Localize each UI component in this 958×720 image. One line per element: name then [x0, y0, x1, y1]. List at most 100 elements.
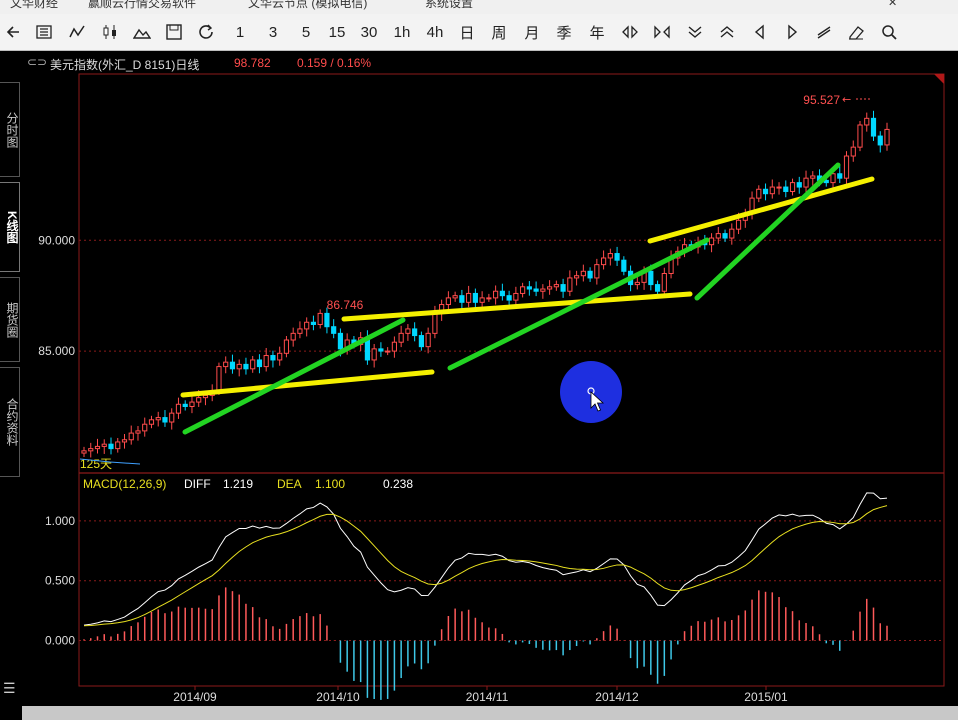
trendline-green [694, 162, 841, 301]
period-1h-label: 1h [393, 23, 411, 41]
candle [189, 401, 195, 408]
close-icon[interactable]: ✕ [888, 0, 898, 9]
candle [621, 259, 627, 272]
period-1h[interactable]: 1h [391, 19, 413, 45]
bar-chart-button[interactable] [131, 19, 153, 45]
candle [94, 445, 101, 450]
xtick-label: 2014/11 [466, 690, 509, 704]
menu-item-2[interactable]: 文华云节点 (模拟电信) [248, 0, 368, 10]
sidebar: 分时图 K线图期货圈合约资料 ☰ [0, 52, 22, 720]
candle [506, 295, 512, 301]
sidebar-tab-3[interactable]: 合约资料 [0, 367, 20, 477]
sidebar-tab-0[interactable]: 分时图 [0, 82, 20, 177]
candle [405, 328, 411, 334]
sidebar-menu-icon[interactable]: ☰ [3, 680, 16, 696]
menu-item-0[interactable]: 文华财经 [10, 0, 59, 10]
candle [843, 155, 850, 179]
menu-item-3[interactable]: 系统设置 [425, 0, 474, 10]
candle [115, 441, 121, 450]
save-button[interactable] [163, 19, 185, 45]
corner-marker [934, 74, 944, 84]
candle [297, 328, 303, 334]
candle [810, 175, 816, 179]
symbol-title[interactable]: 美元指数(外汇_D 8151)日线 [50, 58, 200, 72]
period-5m[interactable]: 5 [295, 19, 317, 45]
candle [884, 128, 890, 146]
macd-ytick-label: 0.500 [45, 574, 75, 588]
diff-value: 1.219 [223, 477, 253, 491]
period-1m[interactable]: 1 [229, 19, 251, 45]
candle [202, 394, 209, 399]
macd-ytick-label: 1.000 [45, 514, 75, 528]
eraser-button[interactable] [845, 19, 867, 45]
period-30m[interactable]: 30 [358, 19, 380, 45]
back-button[interactable] [3, 19, 25, 45]
period-year[interactable]: 年 [586, 19, 608, 45]
macd-ytick-label: 0.000 [45, 634, 75, 648]
candle [614, 253, 620, 261]
quote-info-bar: ⊂⊃ 美元指数(外汇_D 8151)日线 98.782 0.159 / 0.16… [22, 52, 947, 72]
candle [81, 450, 87, 454]
period-month[interactable]: 月 [521, 19, 543, 45]
period-3m[interactable]: 3 [262, 19, 284, 45]
pan-right-button[interactable] [781, 19, 803, 45]
candle [236, 363, 242, 370]
period-quarter-label: 季 [556, 24, 572, 42]
draw-line-icon [817, 26, 831, 39]
candle [283, 339, 290, 354]
candle [317, 312, 323, 325]
candle [304, 321, 310, 330]
scroll-down-icon [688, 26, 702, 38]
candle [823, 179, 829, 184]
mountain-icon [133, 28, 151, 39]
period-day[interactable]: 日 [456, 19, 478, 45]
candle [121, 439, 128, 443]
candle [567, 277, 573, 292]
candle [243, 363, 249, 370]
period-4h[interactable]: 4h [424, 19, 446, 45]
search-button[interactable] [878, 19, 900, 45]
pan-left-button[interactable] [749, 19, 771, 45]
candle [580, 270, 586, 277]
candle [607, 253, 613, 259]
period-week[interactable]: 周 [488, 19, 510, 45]
candle [472, 292, 478, 303]
sidebar-tab-2[interactable]: 期货圈 [0, 277, 20, 362]
candle [445, 297, 451, 306]
scroll-down-button[interactable] [684, 19, 706, 45]
candle [385, 350, 391, 353]
candle-button[interactable] [99, 19, 121, 45]
arrow-left-icon [6, 26, 19, 38]
line-chart-button[interactable] [66, 19, 88, 45]
candle [708, 237, 715, 246]
xtick-label: 2014/12 [595, 690, 639, 704]
candle [108, 443, 114, 450]
menu-item-1[interactable]: 赢顺云行情交易软件 [88, 0, 197, 10]
candle [135, 430, 141, 434]
period-year-label: 年 [589, 24, 605, 42]
candle [654, 284, 661, 292]
toolbar: 1 3 5 15 30 1h 4h 日周月季年 [0, 14, 958, 51]
zoom-in-button[interactable] [619, 19, 641, 45]
candle [148, 419, 155, 425]
refresh-button[interactable] [195, 19, 217, 45]
candlestick-icon [103, 25, 116, 39]
candle [263, 355, 269, 368]
draw-line-button[interactable] [813, 19, 835, 45]
list-button[interactable] [33, 19, 55, 45]
zoom-in-icon [622, 25, 638, 39]
candle [290, 332, 296, 341]
period-quarter[interactable]: 季 [553, 19, 575, 45]
xtick-label: 2015/01 [744, 690, 788, 704]
scroll-up-button[interactable] [716, 19, 738, 45]
period-15m[interactable]: 15 [326, 19, 348, 45]
sidebar-tab-1[interactable]: K线图 [0, 182, 20, 272]
candle [229, 361, 236, 370]
candle [486, 297, 492, 300]
candle [735, 219, 742, 230]
candle [425, 332, 431, 348]
zoom-out-button[interactable] [651, 19, 673, 45]
candle [533, 288, 539, 292]
candle [175, 403, 182, 414]
